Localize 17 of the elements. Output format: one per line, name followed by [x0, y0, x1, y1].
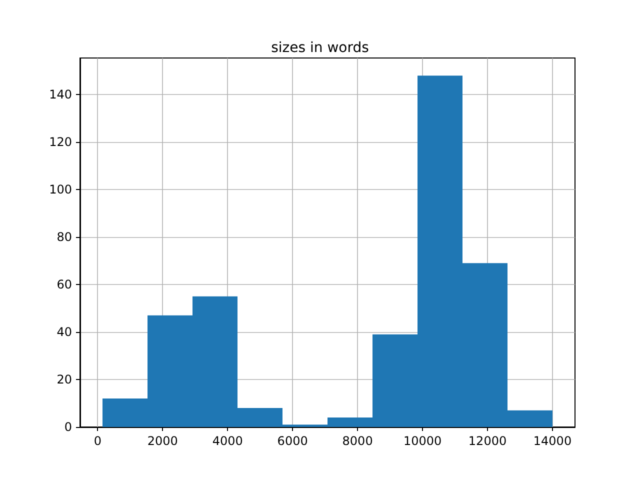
x-tick-label: 6000: [277, 434, 308, 448]
y-tick-label: 80: [56, 230, 72, 244]
x-tick-label: 4000: [212, 434, 243, 448]
y-tick-label: 20: [56, 372, 72, 387]
y-tick-label: 60: [56, 278, 72, 292]
x-tick-label: 12000: [468, 434, 507, 448]
x-tick-label: 8000: [342, 434, 373, 448]
x-tick-label: 2000: [147, 434, 178, 448]
x-tick-label: 0: [94, 434, 102, 448]
x-tick-label: 14000: [533, 434, 572, 448]
y-tick-label: 40: [56, 325, 72, 340]
y-tick-label: 100: [49, 182, 72, 197]
chart-title: sizes in words: [271, 40, 369, 56]
y-tick-label: 140: [49, 88, 72, 102]
y-tick-label: 0: [64, 420, 72, 434]
x-tick-label: 10000: [403, 434, 442, 448]
y-tick-label: 120: [49, 135, 72, 150]
